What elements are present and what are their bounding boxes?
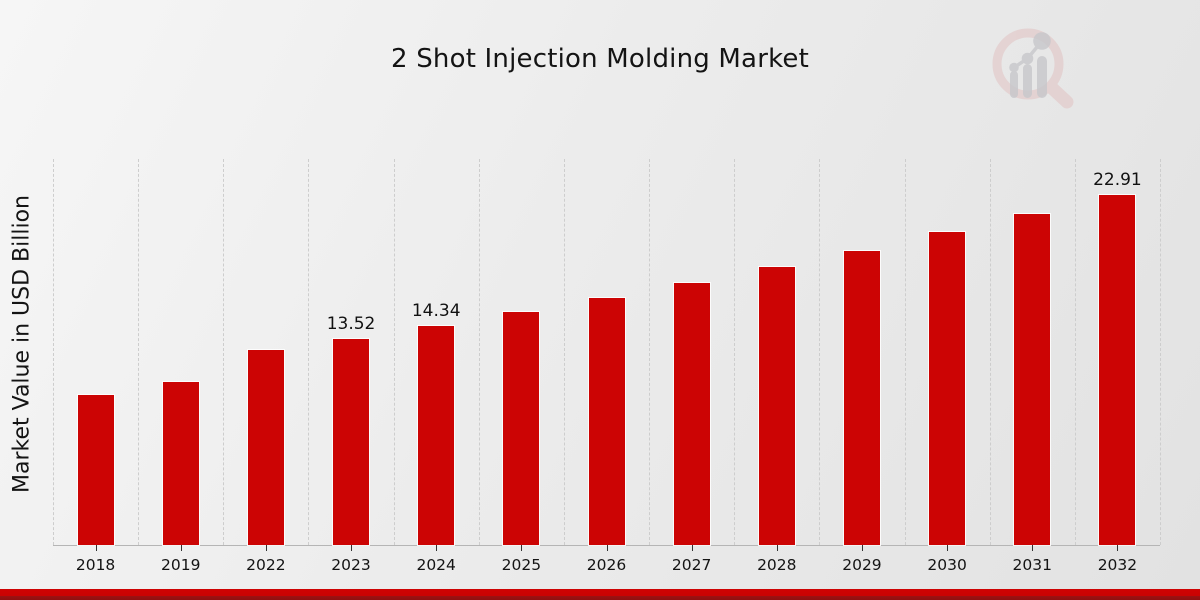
bar-2018 xyxy=(76,394,115,546)
x-tick-2031 xyxy=(1032,545,1034,551)
bar-value-label-2024: 14.34 xyxy=(411,301,461,322)
x-tick-label-2026: 2026 xyxy=(586,556,627,574)
gridline xyxy=(138,159,140,545)
x-tick-label-2022: 2022 xyxy=(246,556,286,574)
gridline xyxy=(649,159,651,545)
x-tick-2023 xyxy=(351,545,353,551)
x-tick-2019 xyxy=(180,545,182,551)
x-tick-2028 xyxy=(776,545,778,551)
x-tick-2018 xyxy=(95,545,97,551)
gridline xyxy=(308,159,310,545)
gridline xyxy=(223,159,225,545)
bar-2025 xyxy=(502,310,541,547)
x-tick-label-2029: 2029 xyxy=(842,556,882,574)
bar-2031 xyxy=(1013,212,1052,547)
x-tick-label-2031: 2031 xyxy=(1012,556,1052,574)
bar-2028 xyxy=(757,266,796,546)
x-tick-2029 xyxy=(861,545,863,551)
gridline xyxy=(819,159,821,545)
bar-2032 xyxy=(1098,194,1137,546)
gridline xyxy=(989,159,991,545)
gridline xyxy=(478,159,480,545)
magnifier-bar-chart-watermark-icon xyxy=(992,28,1074,109)
x-tick-2030 xyxy=(947,545,949,551)
x-tick-label-2032: 2032 xyxy=(1097,556,1138,574)
x-tick-label-2025: 2025 xyxy=(501,556,542,574)
gridline xyxy=(393,159,395,545)
bar-2026 xyxy=(587,296,626,547)
x-tick-label-2027: 2027 xyxy=(671,556,712,574)
bar-2022 xyxy=(246,348,285,547)
bar-2029 xyxy=(842,249,881,547)
bar-2019 xyxy=(161,380,200,547)
x-tick-2032 xyxy=(1117,545,1119,551)
y-axis-title: Market Value in USD Billion xyxy=(9,194,35,494)
bar-2030 xyxy=(928,231,967,546)
gridline xyxy=(734,159,736,545)
x-tick-label-2018: 2018 xyxy=(75,556,116,574)
x-tick-label-2019: 2019 xyxy=(160,556,201,574)
bar-2027 xyxy=(672,281,711,547)
x-tick-label-2030: 2030 xyxy=(927,556,967,574)
gridline xyxy=(904,159,906,545)
gridline xyxy=(53,159,54,545)
x-tick-2025 xyxy=(521,545,523,551)
gridline xyxy=(1160,159,1161,545)
footer-accent-bar xyxy=(0,589,1200,600)
bar-2024 xyxy=(417,325,456,546)
x-tick-2027 xyxy=(691,545,693,551)
gridline xyxy=(563,159,565,545)
bar-value-label-2023: 13.52 xyxy=(326,313,376,334)
x-tick-label-2023: 2023 xyxy=(331,556,371,574)
x-tick-label-2028: 2028 xyxy=(757,556,797,574)
bar-2023 xyxy=(332,337,371,547)
plot-area: 13.52 14.34 22.91 xyxy=(53,159,1161,547)
x-tick-label-2024: 2024 xyxy=(416,556,456,574)
x-axis: 2018 2019 2022 2023 2024 2025 2026 2027 2028 2029… xyxy=(53,545,1160,585)
bar-value-label-2032: 22.91 xyxy=(1093,170,1142,191)
gridline xyxy=(1074,159,1076,545)
x-tick-2024 xyxy=(436,545,438,551)
chart-title: 2 Shot Injection Molding Market xyxy=(391,44,809,74)
x-tick-2026 xyxy=(606,545,608,551)
x-tick-2022 xyxy=(265,545,267,551)
